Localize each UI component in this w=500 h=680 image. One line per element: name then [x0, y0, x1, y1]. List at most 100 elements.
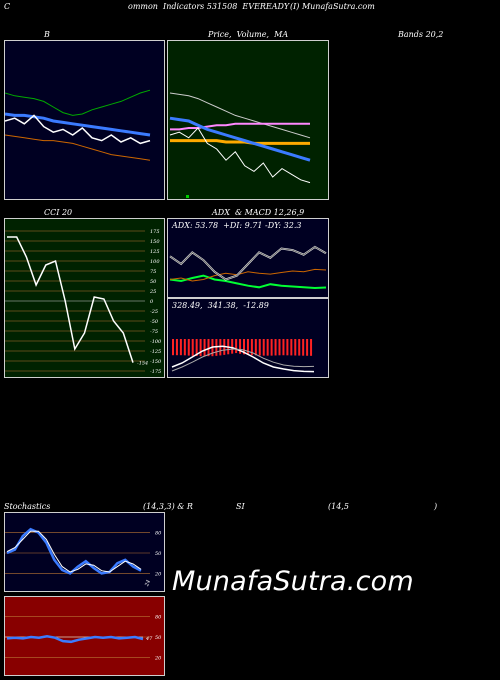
stoch-label: Stochastics	[4, 502, 51, 511]
cci-tick-label: -75	[150, 329, 158, 335]
macd-hist-bar	[175, 339, 178, 356]
boll-upper-line	[5, 89, 151, 116]
cci-tick-label: -125	[150, 349, 161, 355]
rsi-params: (14,5	[328, 502, 349, 511]
plus-di-line	[169, 274, 327, 290]
macd-hist-bar	[239, 339, 242, 354]
macd-hist-bar	[231, 339, 234, 354]
macd-hist-bar	[191, 339, 194, 356]
macd-hist-bar	[282, 339, 285, 356]
cci-label: CCI 20	[44, 208, 73, 217]
adx-svg	[169, 245, 327, 290]
rsi-svg: 80 50 20 47	[5, 615, 162, 661]
macd-hist-bar	[219, 339, 222, 356]
macd-hist-bar	[235, 339, 238, 354]
cci-tick-label: 100	[150, 259, 160, 265]
rsi-tick-label: 80	[155, 615, 162, 621]
rsi-tick-label: 50	[155, 635, 162, 641]
macd-hist-bar	[179, 339, 182, 356]
cci-panel: 175 150 125 100 75 50 25 0 -25 -50 -75 -100 -125 -150…	[4, 218, 165, 378]
stoch-tick-label: 50	[155, 551, 162, 557]
macd-hist-bar	[254, 339, 257, 356]
macd-hist-bar	[310, 339, 313, 356]
bollinger-label: B	[44, 30, 50, 39]
macd-hist-bar	[278, 339, 281, 356]
macd-hist-bar	[187, 339, 190, 356]
price-ma-label: Price, Volume, MA	[208, 30, 289, 39]
header-title: ommon Indicators 531508 EVEREADY	[128, 2, 290, 11]
ma-orange-line	[170, 139, 310, 145]
macd-hist-bar	[262, 339, 265, 356]
macd-hist-bar	[207, 339, 210, 357]
macd-hist-bar	[306, 339, 309, 356]
ma-pink-line	[170, 122, 310, 131]
adx-panel: ADX: 53.78 +DI: 9.71 -DY: 32.3	[167, 218, 329, 298]
boll-lower-line	[5, 134, 151, 161]
macd-hist-bar	[203, 339, 206, 357]
cci-tick-label: -25	[150, 309, 158, 315]
macd-hist-bar	[250, 339, 253, 356]
bollinger-panel	[4, 40, 165, 200]
macd-hist-bar	[302, 339, 305, 356]
cci-tick-label: 0	[150, 299, 154, 305]
macd-hist-bar	[246, 339, 249, 355]
price-ma-svg	[169, 92, 311, 198]
stoch-rsi-label: (14,3,3) & R	[143, 502, 193, 511]
cci-line	[7, 236, 134, 363]
macd-hist-bar	[274, 339, 277, 356]
cci-tick-label: 50	[150, 279, 157, 285]
cci-tick-label: 75	[150, 269, 156, 275]
cci-tick-label: 175	[150, 229, 160, 235]
stoch-panel: 80 50 20 24	[4, 512, 165, 592]
rsi-panel: 80 50 20 47	[4, 596, 165, 676]
macd-hist-bar	[270, 339, 273, 356]
macd-svg	[171, 339, 315, 373]
cci-tick-label: -100	[150, 339, 162, 345]
watermark: MunafaSutra.com	[172, 566, 414, 597]
price-ma-panel	[167, 40, 329, 200]
adx-values: ADX: 53.78 +DI: 9.71 -DY: 32.3	[172, 221, 302, 230]
adx-line	[169, 245, 327, 281]
macd-hist-bar	[195, 339, 198, 357]
stoch-k-line	[6, 527, 142, 575]
cci-svg: 175 150 125 100 75 50 25 0 -25 -50 -75 -100 -125 -150…	[5, 229, 162, 375]
macd-hist-bar	[290, 339, 293, 356]
cci-tick-label: -175	[150, 369, 161, 375]
bollinger-svg	[5, 89, 151, 161]
stoch-tick-label: 20	[154, 571, 162, 577]
macd-hist-bar	[183, 339, 186, 356]
cci-tick-label: 125	[150, 249, 160, 255]
macd-hist-bar	[172, 339, 174, 356]
rsi-line	[6, 635, 144, 644]
cci-last-value: -154	[137, 361, 148, 367]
macd-values: 328.49, 341.38, -12.89	[172, 301, 269, 310]
boll-price-line	[5, 114, 151, 145]
header-source: (I) MunafaSutra.com	[290, 2, 375, 11]
macd-panel: 328.49, 341.38, -12.89	[167, 298, 329, 378]
adx-inner-line	[169, 246, 327, 280]
macd-hist-bar	[258, 339, 261, 356]
minus-di-line	[169, 268, 327, 282]
macd-hist-bar	[298, 339, 301, 356]
macd-hist-bar	[294, 339, 297, 356]
volume-bar	[186, 195, 189, 198]
macd-hist-bar	[243, 339, 245, 355]
macd-line	[171, 345, 315, 373]
macd-hist-bar	[199, 339, 202, 357]
boll-mid-line	[5, 112, 151, 137]
macd-hist-bar	[266, 339, 269, 356]
stoch-d-line	[6, 530, 142, 573]
ma-grey-line	[169, 92, 311, 139]
rsi-tick-label: 20	[154, 655, 162, 661]
rsi-close: )	[434, 502, 438, 511]
macd-hist-bar	[286, 339, 289, 356]
rsi-label: SI	[236, 502, 245, 511]
ma-blue-line	[169, 116, 311, 162]
stoch-tick-label: 80	[155, 531, 162, 537]
cci-tick-label: -50	[150, 319, 159, 325]
cci-tick-label: 25	[149, 289, 156, 295]
cci-tick-label: -150	[150, 359, 162, 365]
bands-label: Bands 20,2	[398, 30, 444, 39]
cci-tick-label: 150	[150, 239, 160, 245]
